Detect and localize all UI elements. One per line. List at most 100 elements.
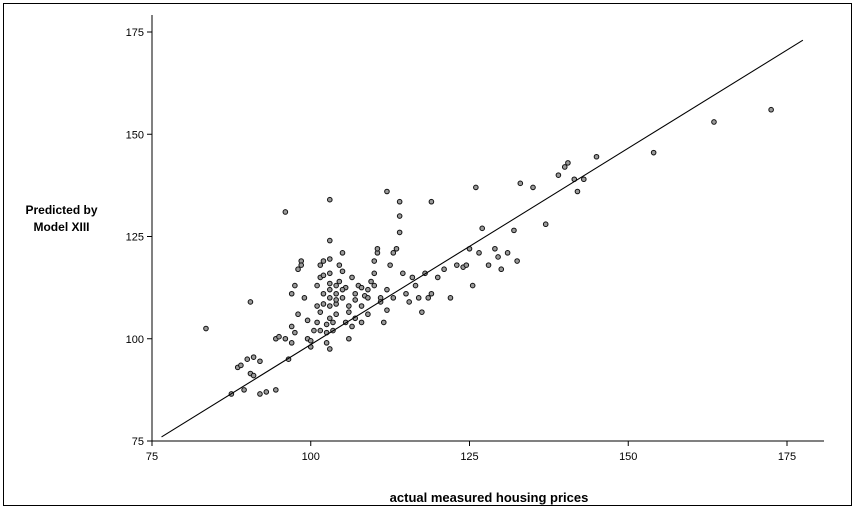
data-point	[561, 164, 568, 170]
data-point	[384, 188, 390, 195]
data-point	[203, 325, 209, 332]
data-point	[339, 268, 346, 275]
y-tick-label: 100	[126, 334, 144, 346]
data-point	[238, 362, 244, 369]
data-point	[327, 315, 333, 322]
data-point	[330, 319, 336, 326]
data-point	[352, 290, 359, 297]
data-point	[479, 225, 486, 232]
x-tick-label: 125	[460, 451, 478, 463]
data-point	[241, 387, 247, 393]
data-point	[485, 262, 492, 268]
data-point	[371, 282, 378, 289]
data-point	[327, 256, 333, 262]
data-point	[419, 309, 425, 315]
data-points	[203, 106, 774, 397]
data-point	[447, 295, 454, 301]
data-point	[384, 307, 390, 313]
data-point	[593, 153, 600, 160]
x-tick-label: 150	[619, 451, 637, 463]
data-point	[333, 290, 339, 297]
data-point	[333, 311, 339, 318]
data-point	[320, 290, 327, 297]
data-point	[400, 270, 406, 277]
y-axis-label-line-1: Predicted by	[25, 203, 98, 217]
data-point	[406, 299, 412, 305]
data-point	[530, 184, 536, 191]
data-point	[333, 297, 339, 303]
data-point	[349, 274, 355, 281]
data-point	[371, 258, 378, 264]
data-point	[288, 340, 295, 346]
data-point	[339, 250, 346, 256]
axes	[151, 15, 824, 442]
data-point	[650, 149, 657, 156]
data-point	[317, 262, 324, 268]
data-point	[365, 295, 371, 301]
data-point	[307, 337, 314, 344]
data-point	[257, 391, 263, 397]
data-point	[454, 262, 460, 268]
data-point	[365, 311, 371, 318]
data-point	[288, 323, 295, 330]
data-point	[473, 184, 479, 191]
data-point	[257, 358, 263, 365]
data-point	[517, 180, 524, 187]
data-point	[492, 245, 498, 252]
data-point	[336, 262, 343, 268]
data-point	[390, 295, 397, 301]
data-point	[396, 213, 403, 219]
data-point	[327, 303, 333, 309]
data-point	[380, 319, 387, 326]
data-point	[441, 266, 447, 273]
data-point	[428, 198, 435, 205]
data-point	[396, 198, 403, 205]
data-point	[301, 295, 308, 301]
data-point	[282, 335, 289, 342]
data-point	[374, 245, 381, 252]
y-tick-label: 125	[126, 232, 144, 244]
data-point	[247, 299, 254, 305]
data-point	[711, 119, 717, 125]
data-point	[323, 321, 330, 328]
data-point	[292, 329, 298, 336]
data-point	[314, 282, 320, 289]
x-axis-label: actual measured housing prices	[389, 490, 589, 505]
data-point	[574, 188, 581, 195]
data-point	[320, 301, 327, 307]
data-point	[317, 327, 324, 334]
data-point	[542, 221, 549, 228]
data-point	[403, 290, 409, 297]
data-point	[349, 323, 355, 330]
data-point	[288, 290, 295, 297]
data-point	[387, 262, 393, 268]
ticks: 75 100 125 150 175 75 100 125 150 175	[126, 27, 797, 463]
data-point	[333, 282, 339, 289]
data-point	[311, 327, 317, 334]
fit-line-group	[161, 39, 804, 438]
data-point	[273, 387, 279, 393]
data-point	[327, 280, 333, 287]
fit-line	[161, 39, 804, 438]
data-point	[317, 309, 324, 315]
data-point	[320, 272, 327, 279]
data-point	[346, 303, 352, 309]
data-point	[327, 237, 333, 244]
data-point	[336, 278, 343, 285]
data-point	[304, 317, 311, 324]
x-tick-label: 100	[302, 451, 320, 463]
data-point	[555, 172, 562, 178]
y-tick-label: 175	[126, 27, 144, 39]
data-point	[368, 278, 374, 285]
chart-frame: 75 100 125 150 175 75 100 125 150 175 Predicted b…	[3, 3, 852, 506]
data-point	[476, 250, 482, 256]
data-point	[393, 245, 400, 252]
data-point	[295, 266, 301, 273]
data-point	[292, 282, 298, 289]
data-point	[469, 282, 476, 289]
data-point	[358, 284, 365, 291]
data-point	[768, 106, 774, 113]
scatter-plot: 75 100 125 150 175 75 100 125 150 175	[126, 15, 824, 463]
data-point	[425, 295, 432, 301]
data-point	[428, 290, 435, 297]
